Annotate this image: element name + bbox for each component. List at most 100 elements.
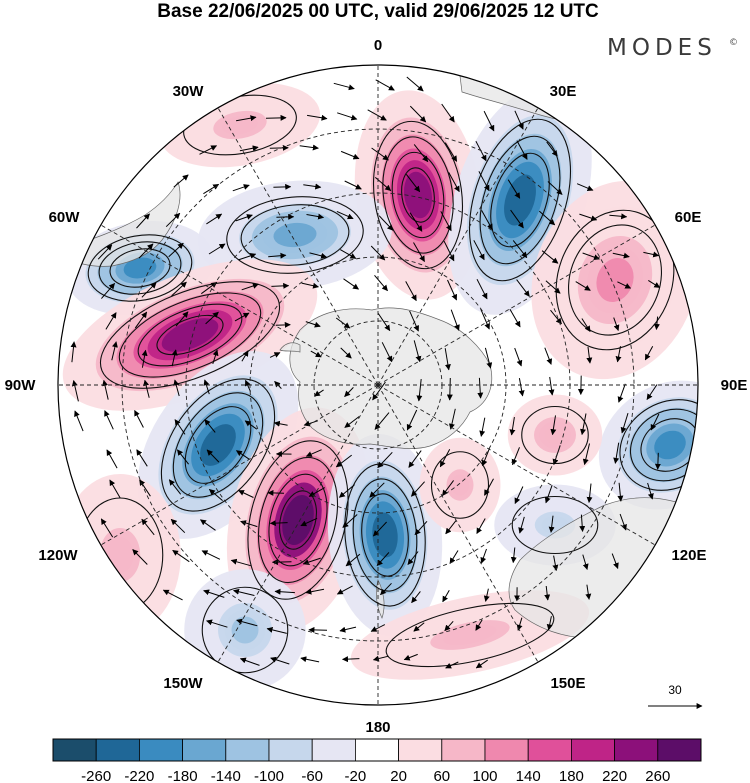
colorbar-tick-label: -20 (345, 768, 367, 783)
contour-set-neg-45w (226, 196, 364, 274)
wind-arrow (516, 140, 528, 160)
wind-arrow (106, 449, 118, 469)
contour-set-pos-150w (247, 440, 349, 600)
contour-line (240, 204, 350, 266)
contour-line (118, 292, 262, 378)
wind-arrow (208, 243, 226, 255)
contour-set-neg-115e (511, 495, 599, 555)
wind-arrow (413, 144, 429, 163)
meridian-line (100, 384, 379, 546)
wind-arrow (586, 346, 593, 364)
wind-arrow (579, 213, 598, 222)
contour-line (490, 152, 550, 248)
lon-label-30e: 30E (550, 83, 577, 100)
wind-arrow (305, 588, 325, 595)
wind-arrow (134, 409, 144, 428)
contour-set-pos-south-atlantic (372, 120, 464, 270)
wind-arrow (200, 519, 216, 531)
wind-arrow (483, 588, 490, 602)
wind-arrow (475, 619, 483, 631)
contour-line (156, 314, 224, 356)
wind-arrow (244, 379, 251, 392)
wind-arrow (105, 312, 117, 330)
wind-arrow (244, 420, 258, 430)
wind-arrow (377, 313, 391, 332)
wind-arrow (509, 417, 516, 436)
lon-label-0: 0 (374, 37, 382, 54)
wind-arrow (617, 482, 624, 502)
contour-line (555, 209, 675, 351)
wind-arrow (104, 410, 114, 430)
wind-arrow (580, 413, 587, 436)
wind-arrow (170, 518, 186, 534)
contour-line (109, 248, 171, 288)
wind-arrow (444, 142, 458, 162)
colorbar-cell (268, 738, 313, 762)
anomaly-band (403, 171, 433, 219)
contour-set-neg-150w-outer (201, 586, 289, 674)
wind-arrow (413, 340, 422, 363)
colorbar-tick-label: 60 (433, 768, 450, 783)
wind-arrow (101, 282, 115, 299)
wind-arrow (345, 553, 361, 567)
lon-label-120e: 120E (671, 547, 706, 564)
wind-arrow (236, 115, 257, 122)
wind-arrow (343, 278, 359, 290)
wind-arrow (582, 252, 600, 261)
wind-arrow (305, 321, 321, 328)
wind-arrow (303, 183, 322, 190)
wind-arrow (512, 240, 528, 259)
wind-arrow (476, 518, 486, 535)
wind-arrow (201, 550, 221, 560)
wind-arrow (168, 479, 182, 495)
wind-arrow (648, 279, 661, 289)
wind-arrow (407, 551, 419, 565)
wind-arrow (274, 588, 295, 595)
wind-vectors (70, 76, 661, 669)
wind-arrow (232, 184, 250, 192)
wind-arrow (302, 557, 321, 566)
contour-line (184, 406, 252, 484)
wind-arrow (70, 341, 77, 363)
anomaly-band (654, 430, 686, 460)
contour-line (391, 151, 445, 239)
wind-arrow (514, 486, 524, 505)
colorbar-cell (311, 738, 356, 762)
wind-arrow (409, 212, 423, 232)
wind-arrow (617, 383, 626, 403)
wind-arrow (168, 242, 184, 258)
wind-arrow (339, 626, 357, 633)
wind-arrow (647, 482, 654, 500)
wind-arrow (450, 309, 460, 331)
wind-arrow (241, 283, 259, 291)
wind-arrow (409, 105, 427, 123)
meridian-lines (58, 65, 698, 705)
wind-arrow (233, 588, 255, 596)
contour-line (226, 196, 364, 274)
wind-arrow (342, 514, 358, 528)
wind-arrow (71, 380, 79, 402)
wind-arrow (308, 487, 326, 497)
colorbar-cell (614, 738, 659, 762)
brand-logo-text: MODES (607, 35, 717, 61)
anomaly-band (282, 494, 314, 546)
contour-line (247, 440, 349, 600)
colorbar-tick-label: 180 (559, 768, 584, 783)
meridian-line (100, 224, 379, 386)
wind-arrow (307, 114, 328, 121)
wind-arrow (653, 316, 660, 330)
wind-arrow (406, 76, 424, 92)
wind-arrow (646, 384, 658, 400)
wind-arrow (238, 490, 254, 498)
colorbar-tick-label: 140 (516, 768, 541, 783)
colorbar-tick-label: 20 (390, 768, 407, 783)
meridian-line (377, 107, 539, 386)
wind-arrow (102, 379, 109, 400)
wind-arrow (609, 213, 628, 220)
wind-arrow (581, 318, 591, 333)
contour-line (430, 451, 490, 519)
colorbar-cell (484, 738, 529, 762)
wind-arrow (613, 317, 620, 331)
wind-arrow (342, 656, 360, 663)
wind-arrow (344, 387, 354, 398)
